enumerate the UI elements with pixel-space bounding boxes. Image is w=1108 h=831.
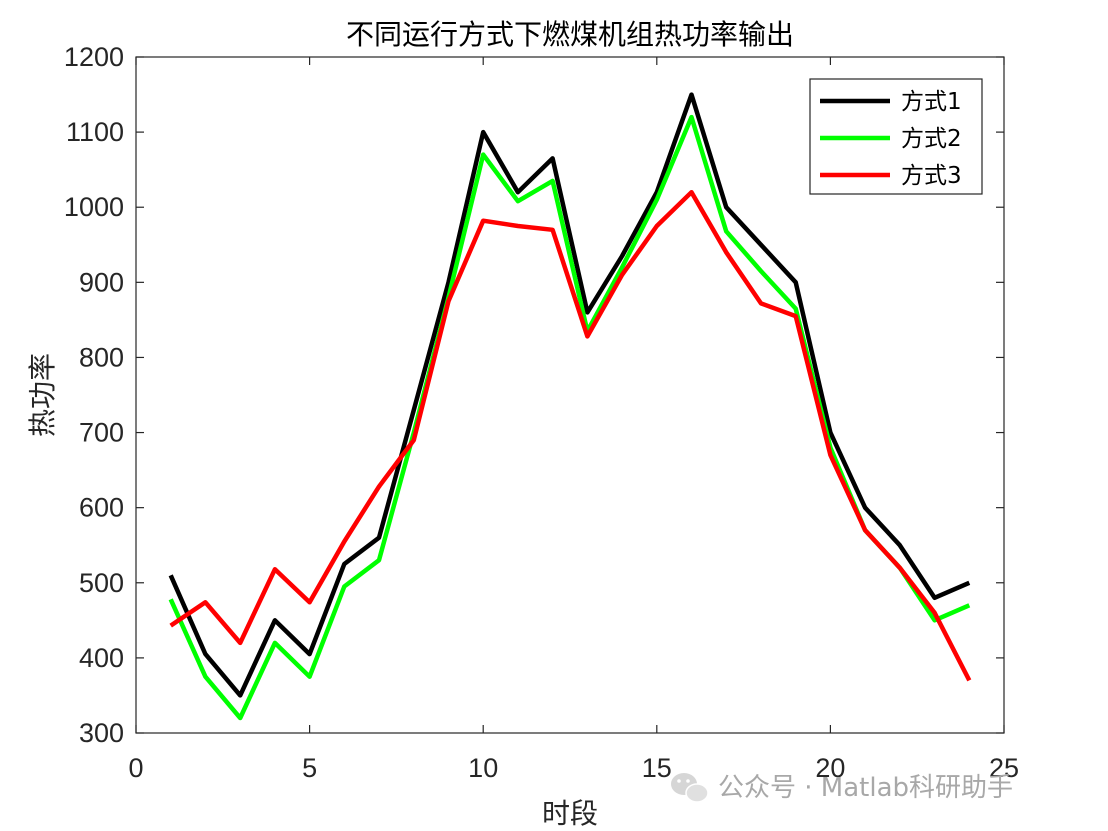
chart-title: 不同运行方式下燃煤机组热功率输出 [346, 18, 794, 51]
y-tick-label: 800 [79, 342, 124, 372]
x-tick-label: 0 [128, 753, 143, 783]
watermark: 公众号 · Matlab科研助手 [671, 773, 1013, 803]
series-line-3 [169, 189, 972, 682]
y-tick-label: 500 [79, 568, 124, 598]
y-axis-label: 热功率 [26, 353, 59, 437]
y-tick-label: 1200 [64, 42, 124, 72]
y-tick-label: 700 [79, 418, 124, 448]
x-tick-label: 15 [642, 753, 672, 783]
legend-label: 方式3 [901, 163, 962, 189]
y-axis-ticks: 300 400 500 600 700 800 900 1000 1100 1200 [64, 42, 1004, 748]
x-tick-label: 20 [815, 753, 845, 783]
watermark-text: 公众号 · Matlab科研助手 [718, 773, 1013, 803]
series-line-2 [168, 114, 971, 721]
y-tick-label: 600 [79, 493, 124, 523]
x-axis-ticks: 0 5 10 15 20 25 [128, 57, 1019, 783]
series-line-1 [168, 92, 971, 698]
series-layer [168, 92, 972, 721]
x-tick-label: 25 [989, 753, 1019, 783]
x-tick-label: 10 [468, 753, 498, 783]
y-tick-label: 900 [79, 267, 124, 297]
y-tick-label: 1100 [66, 117, 124, 147]
y-tick-label: 1000 [64, 192, 124, 222]
legend-label: 方式1 [901, 89, 962, 115]
legend: 方式1 方式2 方式3 [809, 78, 983, 195]
y-tick-label: 400 [79, 643, 124, 673]
plot-frame [135, 56, 1005, 734]
y-tick-label: 300 [79, 718, 124, 748]
legend-label: 方式2 [901, 126, 962, 152]
x-axis-label: 时段 [542, 797, 598, 830]
wechat-icon [671, 773, 709, 803]
x-tick-label: 5 [302, 753, 317, 783]
